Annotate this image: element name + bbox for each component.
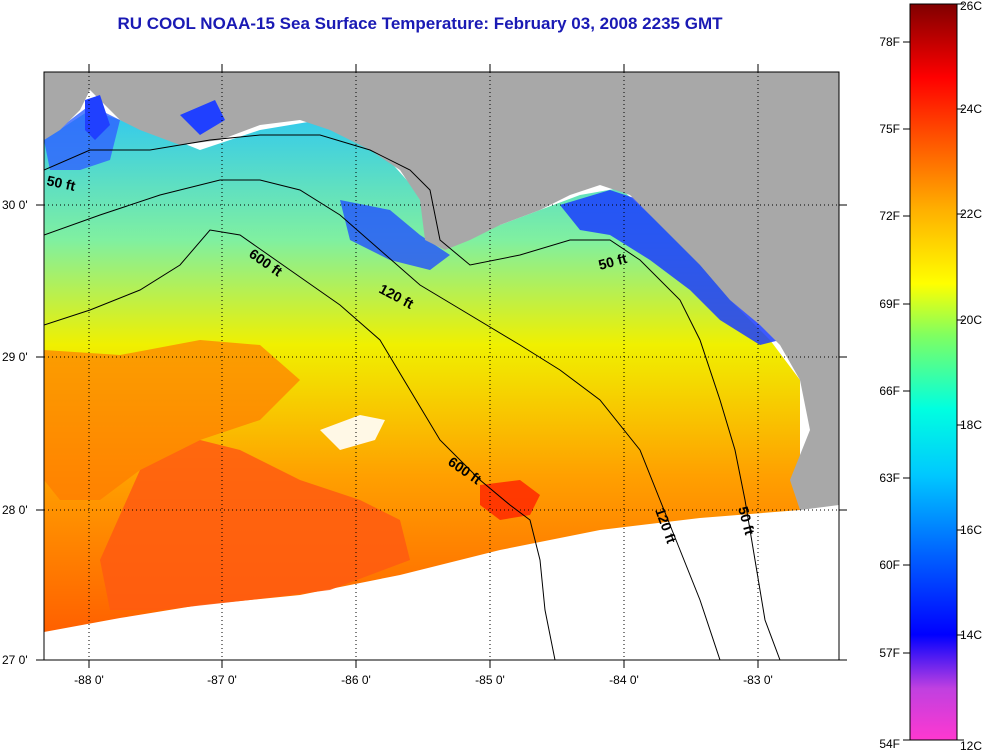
- colorbar-f-label: 63F: [879, 471, 900, 485]
- contour-label: 50 ft: [597, 250, 629, 273]
- cloud-cover: [320, 415, 385, 450]
- colorbar-f-label: 57F: [879, 646, 900, 660]
- longitude-label: -86 0': [341, 673, 371, 687]
- latitude-label: 29 0': [2, 350, 28, 364]
- contour-label: 50 ft: [45, 172, 77, 194]
- longitude-label: -84 0': [609, 673, 639, 687]
- longitude-label: -87 0': [207, 673, 237, 687]
- land-mass: [44, 72, 839, 510]
- cold-coastal-water: [560, 190, 780, 345]
- colorbar-f-label: 54F: [879, 737, 900, 751]
- colorbar-f-label: 72F: [879, 209, 900, 223]
- colorbar-f-label: 75F: [879, 122, 900, 136]
- colorbar: 78F 75F 72F 69F 66F 63F 60F 57F 54F 26C …: [879, 0, 982, 753]
- colorbar-c-label: 20C: [960, 313, 982, 327]
- map-area: 50 ft 600 ft 120 ft 50 ft 600 ft 120 ft …: [44, 72, 839, 660]
- colorbar-f-label: 69F: [879, 297, 900, 311]
- bay-water: [180, 100, 225, 135]
- latitude-label: 27 0': [2, 653, 28, 667]
- colorbar-c-label: 18C: [960, 418, 982, 432]
- colorbar-c-label: 24C: [960, 102, 982, 116]
- longitude-label: -83 0': [743, 673, 773, 687]
- longitude-label: -88 0': [74, 673, 104, 687]
- colorbar-c-label: 22C: [960, 207, 982, 221]
- bay-water: [85, 95, 110, 140]
- colorbar-c-label: 16C: [960, 523, 982, 537]
- colorbar-c-label: 14C: [960, 628, 982, 642]
- colorbar-f-label: 60F: [879, 558, 900, 572]
- warm-water-patch: [44, 340, 300, 500]
- map-frame: [43, 71, 840, 661]
- colorbar-f-label: 66F: [879, 384, 900, 398]
- latitude-label: 30 0': [2, 198, 28, 212]
- colorbar-f-label: 78F: [879, 35, 900, 49]
- warm-water-patch: [100, 440, 410, 610]
- cold-coastal-water: [340, 200, 450, 270]
- tick-marks: [36, 64, 847, 668]
- colorbar-gradient: [909, 3, 958, 741]
- colorbar-c-label: 26C: [960, 0, 982, 13]
- map-title: RU COOL NOAA-15 Sea Surface Temperature:…: [117, 14, 723, 33]
- contour-600ft: [44, 229, 556, 660]
- colorbar-ticks: [903, 3, 964, 741]
- longitude-label: -85 0': [475, 673, 505, 687]
- contour-120ft: [44, 179, 721, 660]
- colorbar-c-label: 12C: [960, 739, 982, 753]
- graticule: [44, 72, 839, 660]
- contour-label: 50 ft: [735, 505, 758, 537]
- latitude-label: 28 0': [2, 503, 28, 517]
- contour-50ft: [44, 134, 781, 660]
